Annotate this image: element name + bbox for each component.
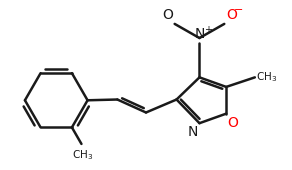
Text: −: −: [234, 5, 243, 15]
Text: CH$_3$: CH$_3$: [256, 70, 278, 84]
Text: CH$_3$: CH$_3$: [72, 148, 93, 161]
Text: +: +: [204, 25, 212, 35]
Text: N: N: [187, 125, 198, 139]
Text: N: N: [194, 27, 205, 41]
Text: O: O: [228, 116, 239, 130]
Text: O: O: [162, 8, 173, 22]
Text: O: O: [226, 8, 237, 22]
